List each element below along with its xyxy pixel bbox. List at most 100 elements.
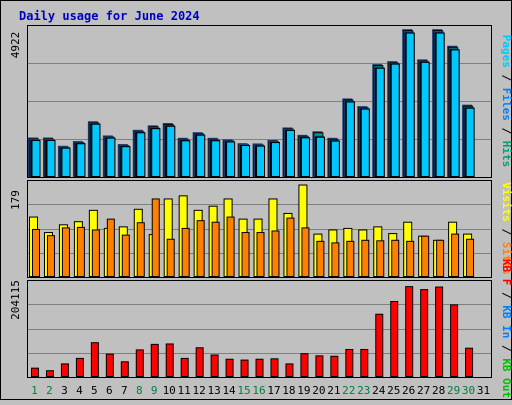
bar-kb-f — [75, 357, 84, 377]
bar-pages — [465, 107, 475, 177]
x-tick-label: 9 — [151, 384, 158, 397]
legend-sites: Sites — [500, 242, 512, 275]
bar-pages — [270, 142, 280, 178]
bar-sites — [136, 222, 145, 278]
x-tick-label: 1 — [31, 384, 38, 397]
bar-pages — [166, 125, 176, 177]
bar-pages — [285, 129, 295, 178]
bar-pages — [420, 61, 430, 177]
bar-pages — [106, 137, 116, 178]
bar-kb-f — [450, 304, 459, 378]
legend-label: Pages / Files / Hits — [500, 35, 512, 168]
x-tick-label: 21 — [327, 384, 340, 397]
panel-visits-sites: 179 Visits / Sites — [9, 180, 512, 278]
chart-title: Daily usage for June 2024 — [19, 9, 200, 23]
bars-kbytes — [31, 286, 474, 378]
bar-pages — [196, 134, 206, 177]
y-max-label: 179 — [9, 190, 22, 210]
bar-pages — [450, 49, 460, 177]
bar-kb-f — [375, 313, 384, 377]
legend-separator: / — [500, 285, 512, 305]
bar-sites — [106, 218, 115, 278]
x-tick-label: 12 — [193, 384, 206, 397]
bars-visits-sites — [29, 184, 475, 278]
bar-pages — [405, 32, 415, 177]
x-tick-label: 5 — [91, 384, 98, 397]
x-tick-label: 10 — [163, 384, 176, 397]
legend-separator: / — [500, 68, 512, 88]
legend-pages: Pages — [500, 35, 512, 68]
bar-kb-f — [60, 363, 69, 377]
bar-sites — [406, 240, 415, 277]
x-tick-label: 22 — [342, 384, 355, 397]
bar-sites — [376, 240, 385, 277]
bar-kb-f — [120, 361, 129, 377]
bar-kb-f — [210, 354, 219, 378]
bar-sites — [46, 235, 55, 277]
bar-pages — [136, 132, 146, 177]
bar-kb-f — [225, 358, 234, 377]
bar-sites — [316, 240, 325, 277]
x-tick-label: 29 — [447, 384, 460, 397]
bar-pages — [300, 137, 310, 177]
x-axis-day-labels: 1 2 3 4 5 6 7 8 9 10 11 12 13 14 15 16 17 18 19 20 21 22 23 24 2… — [31, 384, 490, 397]
bar-kb-f — [405, 286, 414, 377]
bar-kb-f — [45, 370, 54, 377]
x-tick-label: 30 — [462, 384, 475, 397]
legend-label: Visits / Sites — [500, 182, 512, 275]
bar-kb-f — [240, 359, 249, 378]
bar-kb-f — [135, 349, 144, 377]
x-tick-label: 2 — [46, 384, 53, 397]
legend-hits: Hits — [500, 141, 512, 168]
bar-sites — [301, 227, 310, 277]
bar-pages — [226, 141, 236, 177]
x-tick-label: 7 — [121, 384, 128, 397]
x-tick-label: 20 — [312, 384, 325, 397]
y-max-label: 4922 — [9, 32, 22, 59]
legend-visits: Visits — [500, 182, 512, 222]
bar-kb-f — [180, 357, 189, 377]
bar-kb-f — [420, 289, 429, 377]
bar-sites — [121, 234, 130, 277]
bar-kb-f — [330, 355, 339, 377]
x-tick-label: 25 — [387, 384, 400, 397]
bar-pages — [211, 140, 221, 178]
bar-sites — [196, 220, 205, 278]
bar-sites — [226, 216, 235, 278]
bar-pages — [151, 128, 161, 178]
bar-pages — [121, 146, 131, 178]
x-tick-label: 26 — [402, 384, 415, 397]
bar-sites — [271, 230, 280, 277]
bar-sites — [76, 226, 85, 277]
bar-pages — [256, 145, 266, 177]
bar-sites — [256, 232, 265, 278]
bar-sites — [91, 229, 100, 277]
legend-kb-f: KB F — [500, 259, 512, 286]
bar-pages — [390, 63, 400, 177]
bar-sites — [32, 228, 40, 277]
x-tick-label: 14 — [222, 384, 236, 397]
bar-sites — [331, 242, 340, 277]
x-tick-label: 15 — [237, 384, 250, 397]
bar-pages — [76, 143, 86, 177]
bar-kb-f — [300, 353, 309, 377]
bar-kb-f — [315, 355, 324, 378]
bar-kb-f — [31, 367, 39, 377]
x-tick-label: 11 — [178, 384, 191, 397]
bar-pages — [61, 147, 71, 177]
x-tick-label: 4 — [76, 384, 83, 397]
bar-kb-f — [105, 353, 114, 377]
x-tick-label: 31 — [477, 384, 490, 397]
bar-kb-f — [255, 358, 264, 377]
bar-sites — [61, 227, 70, 277]
legend-separator: / — [500, 121, 512, 141]
bar-sites — [181, 227, 190, 278]
x-tick-label: 8 — [136, 384, 143, 397]
bar-kb-f — [270, 358, 279, 377]
bar-sites — [361, 239, 370, 278]
bar-pages — [241, 145, 251, 177]
x-tick-label: 19 — [297, 384, 310, 397]
